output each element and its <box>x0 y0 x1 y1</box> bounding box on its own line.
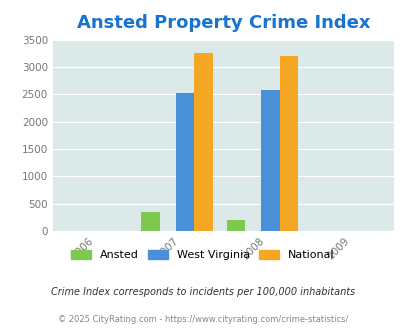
Bar <box>260 90 279 231</box>
Text: © 2025 CityRating.com - https://www.cityrating.com/crime-statistics/: © 2025 CityRating.com - https://www.city… <box>58 315 347 324</box>
Bar <box>194 53 213 231</box>
Text: Crime Index corresponds to incidents per 100,000 inhabitants: Crime Index corresponds to incidents per… <box>51 287 354 297</box>
Title: Ansted Property Crime Index: Ansted Property Crime Index <box>77 15 369 32</box>
Bar <box>175 93 194 231</box>
Bar <box>226 220 245 231</box>
Legend: Ansted, West Virginia, National: Ansted, West Virginia, National <box>71 250 334 260</box>
Bar <box>279 56 298 231</box>
Bar <box>141 213 160 231</box>
